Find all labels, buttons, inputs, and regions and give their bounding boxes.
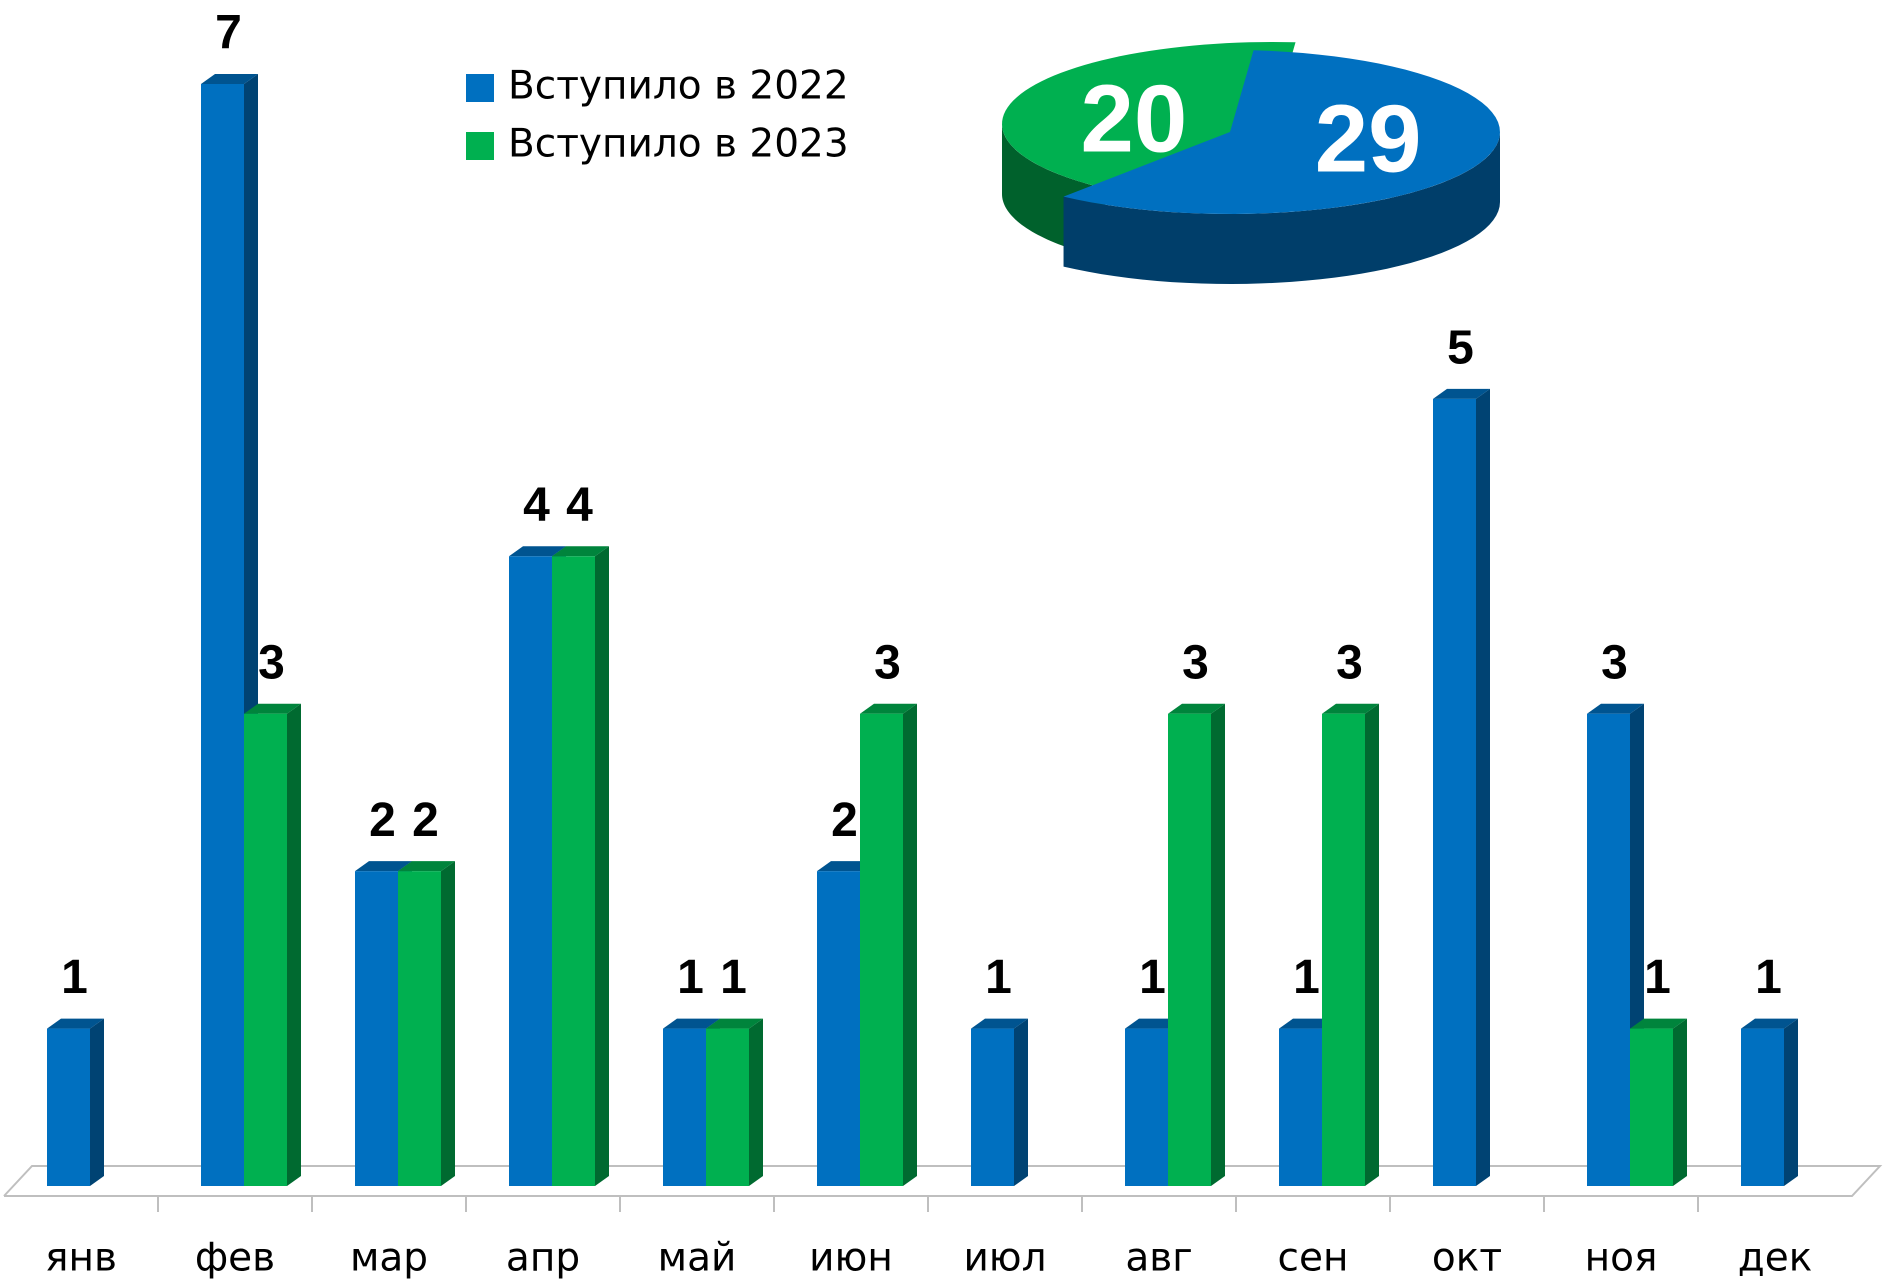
bar-side [595,546,609,1186]
data-label: 2 [412,794,439,847]
data-label: 3 [1601,636,1628,689]
bar-side [90,1018,104,1186]
x-tick-label: ноя [1585,1236,1658,1281]
bar-top [552,546,609,557]
bar [706,1028,749,1186]
data-label: 1 [1139,951,1166,1004]
data-label: 4 [523,479,550,532]
bar [1630,1028,1673,1186]
bar-side [749,1018,763,1186]
bar [1741,1028,1784,1186]
x-tick-label: май [658,1236,737,1281]
data-label: 5 [1447,322,1474,375]
data-label: 3 [1336,636,1363,689]
bar-side [441,861,455,1186]
data-label: 2 [831,794,858,847]
data-label: 3 [1182,636,1209,689]
x-tick-label: фев [195,1236,275,1281]
bar [1433,398,1476,1186]
bar-side [1211,703,1225,1186]
data-label: 1 [1644,951,1671,1004]
data-label: 4 [566,479,593,532]
bar [509,556,552,1186]
bar [201,84,244,1186]
bar [552,556,595,1186]
bar [1279,1028,1322,1186]
bar-top [355,861,412,872]
bar-side [903,703,917,1186]
bar-top [201,74,258,84]
x-tick-label: авг [1125,1236,1192,1281]
bar-side [1365,703,1379,1186]
data-label: 2 [369,794,396,847]
x-tick-label: мар [350,1236,428,1281]
legend-label: Вступило в 2023 [508,122,849,167]
bar-top [1322,703,1379,714]
bar-side [287,703,301,1186]
bar [971,1028,1014,1186]
bar-side [1014,1018,1028,1186]
bar [355,871,398,1186]
bar-top [1741,1018,1798,1029]
x-tick-label: апр [506,1236,580,1281]
bar-top [244,703,301,714]
x-tick-label: дек [1738,1236,1813,1281]
x-tick-label: июл [963,1236,1046,1281]
data-label: 3 [258,636,285,689]
data-label: 7 [215,7,242,60]
bar-side [1784,1018,1798,1186]
bar-side [1476,388,1490,1186]
bar-top [509,546,566,557]
bar [860,713,903,1186]
bar-top [817,861,874,872]
bar [1125,1028,1168,1186]
data-label: 1 [61,951,88,1004]
x-tick-label: окт [1432,1236,1502,1281]
pie-side [1063,132,1500,284]
bar [1168,713,1211,1186]
data-label: 1 [720,951,747,1004]
bar-top [1630,1018,1687,1029]
bar-top [971,1018,1028,1029]
bar-side [1673,1018,1687,1186]
bar-top [1587,703,1644,714]
bar [1587,713,1630,1186]
bar [1322,713,1365,1186]
data-label: 1 [1293,951,1320,1004]
bar-top [860,703,917,714]
bar [398,871,441,1186]
legend-label: Вступило в 2022 [508,64,849,109]
x-tick-label: июн [809,1236,893,1281]
bar [244,713,287,1186]
data-label: 1 [985,951,1012,1004]
bar-top [706,1018,763,1029]
legend-swatch [466,74,494,102]
bar [817,871,860,1186]
data-label: 3 [874,636,901,689]
x-tick-label: сен [1278,1236,1349,1281]
bar [47,1028,90,1186]
pie-slice [1063,50,1500,214]
bar-top [398,861,455,872]
bar-top [1125,1018,1182,1029]
bar-top [1168,703,1225,714]
data-label: 1 [1755,951,1782,1004]
bar-top [663,1018,720,1029]
pie-slice [1002,42,1296,189]
data-label: 1 [677,951,704,1004]
x-tick-label: янв [45,1236,117,1281]
pie-label: 29 [1315,85,1422,192]
bar [663,1028,706,1186]
bar-top [47,1018,104,1029]
bar-top [1433,388,1490,399]
bar-top [1279,1018,1336,1029]
legend-swatch [466,132,494,160]
pie-label: 20 [1080,65,1187,172]
